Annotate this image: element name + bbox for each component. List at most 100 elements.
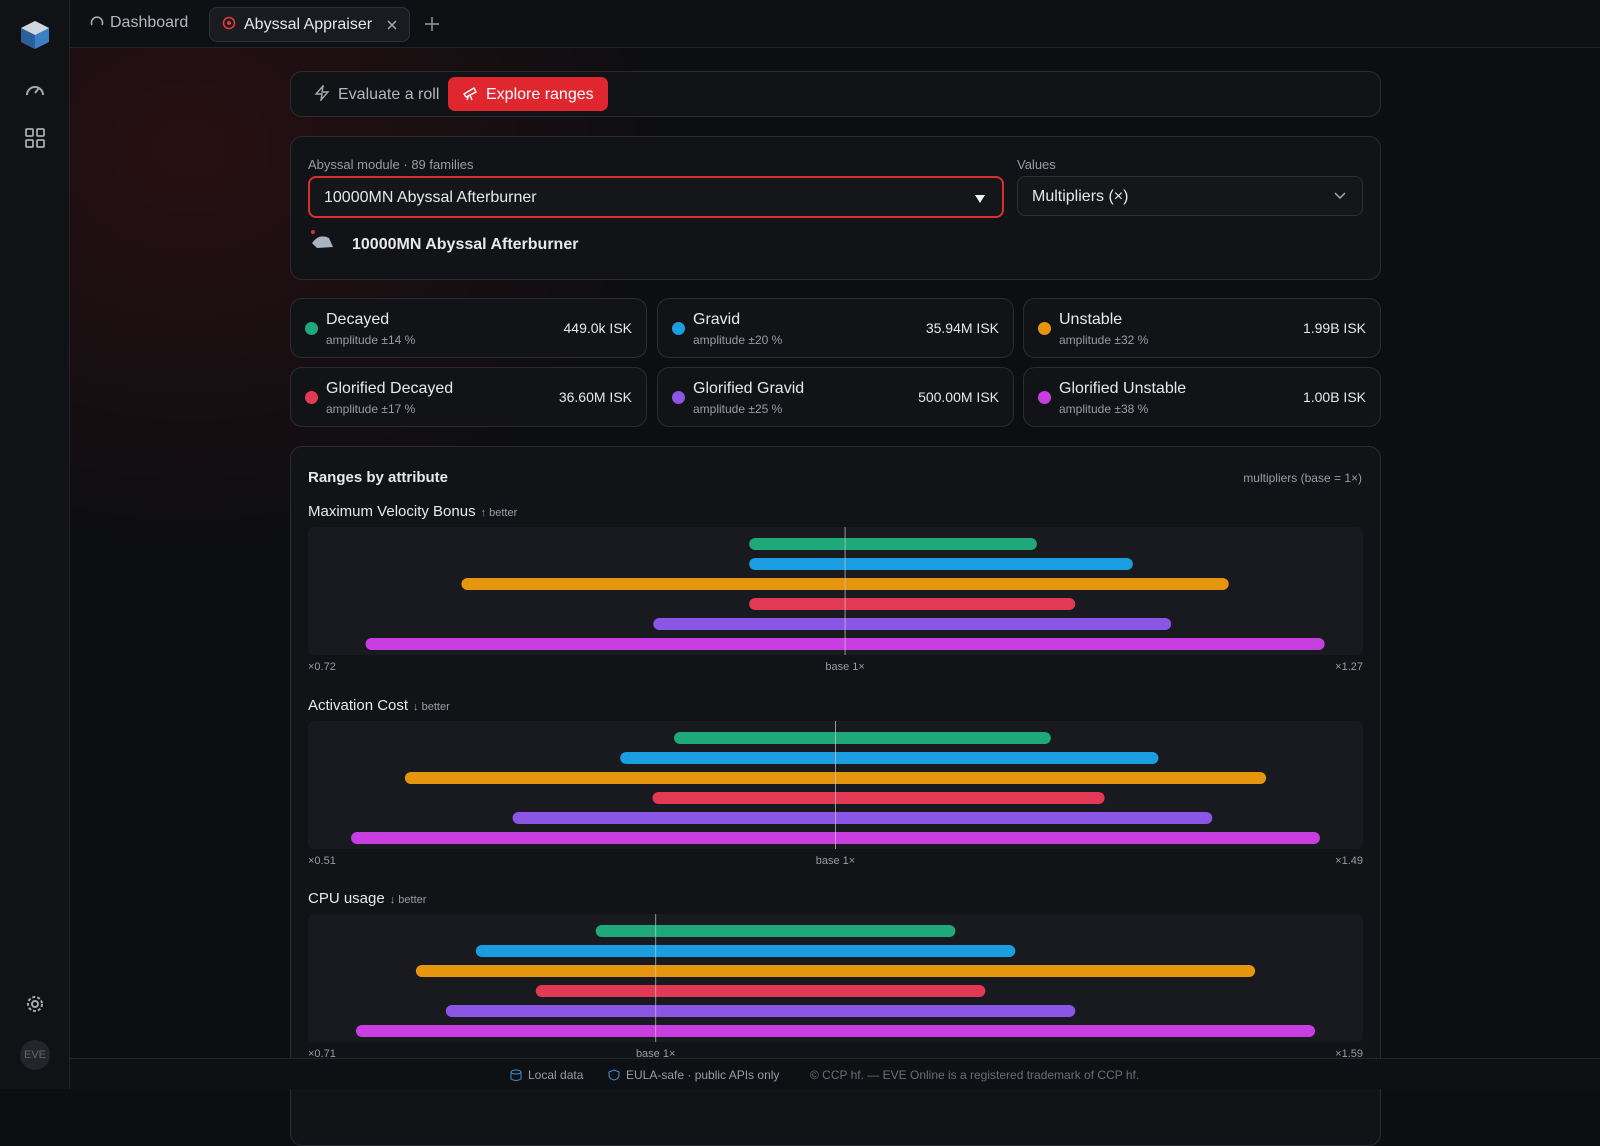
range-bar: [620, 752, 1159, 764]
mutaplasmid-name: Glorified Decayed: [326, 380, 454, 397]
range-bar: [749, 598, 1076, 610]
mode-bar: Evaluate a roll Explore ranges: [290, 71, 1381, 117]
amplitude: amplitude ±25 %: [693, 402, 783, 416]
attribute-name: CPU usage: [308, 890, 385, 907]
price: 36.60M ISK: [558, 389, 632, 405]
price: 1.99B ISK: [1302, 320, 1366, 336]
add-tab[interactable]: [425, 17, 439, 31]
direction: ↓ better: [413, 701, 450, 713]
tab[interactable]: Dashboard: [90, 14, 188, 32]
bolt-icon: [314, 83, 330, 103]
range-bar: [475, 945, 1016, 957]
mutaplasmid-name: Glorified Gravid: [693, 380, 805, 397]
range-bar: [595, 925, 956, 937]
color-dot: [1038, 322, 1051, 335]
direction: ↑ better: [481, 507, 518, 519]
range-bar: [535, 985, 986, 997]
range-bar: [445, 1005, 1076, 1017]
section-note: multipliers (base = 1×): [1243, 471, 1362, 485]
color-dot: [672, 322, 685, 335]
range-bar: [355, 1025, 1316, 1037]
tick-label: ×1.59: [1335, 1048, 1363, 1060]
tab-bar: Dashboard Abyssal Appraiser: [70, 0, 1600, 48]
tick-label: base 1×: [825, 661, 864, 673]
attribute-name: Maximum Velocity Bonus: [308, 503, 476, 520]
dashboard-icon[interactable]: [24, 79, 46, 101]
range-bar: [415, 965, 1256, 977]
direction: ↓ better: [390, 894, 427, 906]
mutaplasmid-card: Glorified Gravid amplitude ±25 % 500.00M I…: [657, 367, 1014, 427]
module-name: 10000MN Abyssal Afterburner: [352, 236, 579, 253]
attribute-title: CPU usage ↓ better: [308, 890, 427, 907]
range-bar: [749, 558, 1133, 570]
apps-icon[interactable]: [24, 127, 46, 149]
range-bar: [653, 618, 1172, 630]
settings-icon[interactable]: [24, 993, 46, 1015]
footer-text: EULA-safe · public APIs only: [626, 1068, 780, 1082]
attribute-title: Activation Cost ↓ better: [308, 697, 450, 714]
amplitude: amplitude ±17 %: [326, 402, 416, 416]
mutaplasmid-card: Decayed amplitude ±14 % 449.0k ISK: [290, 298, 647, 358]
footer-text: Local data: [528, 1068, 584, 1082]
mode-label: Explore ranges: [486, 86, 594, 103]
mutaplasmid-name: Decayed: [326, 311, 390, 328]
dropdown-arrow: [975, 195, 985, 203]
tab-icon: [90, 16, 104, 26]
field-label: Abyssal module · 89 families: [308, 157, 474, 172]
mode-button-active[interactable]: Explore ranges: [448, 77, 608, 111]
amplitude: amplitude ±32 %: [1059, 333, 1149, 347]
mutaplasmid-name: Gravid: [693, 311, 741, 328]
color-dot: [305, 391, 318, 404]
tick-label: base 1×: [636, 1048, 675, 1060]
price: 449.0k ISK: [563, 320, 633, 336]
avatar[interactable]: EVE: [20, 1040, 50, 1070]
tick-label: ×0.51: [308, 855, 336, 867]
color-dot: [1038, 391, 1051, 404]
field-label: Values: [1017, 157, 1056, 172]
amplitude: amplitude ±38 %: [1059, 402, 1149, 416]
close-icon[interactable]: [387, 20, 397, 30]
price: 35.94M ISK: [925, 320, 999, 336]
color-dot: [305, 322, 318, 335]
amplitude: amplitude ±20 %: [693, 333, 783, 347]
price: 500.00M ISK: [918, 389, 999, 405]
sidebar: EVE: [0, 0, 70, 1089]
section-title: Ranges by attribute: [308, 469, 449, 486]
color-dot: [672, 391, 685, 404]
attribute-title: Maximum Velocity Bonus ↑ better: [308, 503, 518, 520]
module-icon: [311, 230, 333, 248]
mutaplasmid-name: Glorified Unstable: [1059, 380, 1187, 397]
logo: [21, 21, 49, 49]
footer-text: © CCP hf. — EVE Online is a registered t…: [810, 1068, 1140, 1082]
tick-label: ×1.27: [1335, 661, 1363, 673]
price: 1.00B ISK: [1302, 389, 1366, 405]
mode-button[interactable]: Evaluate a roll: [308, 78, 445, 112]
tab-icon: [222, 16, 236, 30]
mutaplasmid-name: Unstable: [1059, 311, 1123, 328]
range-bar: [674, 732, 1051, 744]
telescope-icon: [463, 87, 477, 101]
range-bar: [749, 538, 1037, 550]
tab-active[interactable]: Abyssal Appraiser: [209, 7, 410, 42]
mutaplasmid-card: Glorified Unstable amplitude ±38 % 1.00B I…: [1023, 367, 1381, 427]
mode-label: Evaluate a roll: [338, 86, 440, 103]
mutaplasmid-card: Glorified Decayed amplitude ±17 % 36.60M I…: [290, 367, 647, 427]
tab-label: Dashboard: [110, 14, 189, 31]
range-bar: [652, 792, 1105, 804]
range-bar: [512, 812, 1213, 824]
range-charts: Maximum Velocity Bonus ↑ better ×0.72 base …: [308, 503, 1363, 1060]
values-select[interactable]: Multipliers (×): [1017, 176, 1363, 216]
tick-label: base 1×: [816, 855, 855, 867]
tick-label: ×0.72: [308, 661, 336, 673]
attribute-name: Activation Cost: [308, 697, 409, 714]
select-value: Multipliers (×): [1032, 188, 1129, 205]
tick-label: ×0.71: [308, 1048, 336, 1060]
module-card: Abyssal module · 89 families 10000MN Aby…: [290, 136, 1381, 280]
tick-label: ×1.49: [1335, 855, 1363, 867]
module-select[interactable]: 10000MN Abyssal Afterburner: [308, 176, 1004, 218]
mutaplasmid-card: Gravid amplitude ±20 % 35.94M ISK: [657, 298, 1014, 358]
db-icon: [510, 1069, 522, 1081]
select-value: 10000MN Abyssal Afterburner: [324, 189, 537, 206]
mutaplasmid-card: Unstable amplitude ±32 % 1.99B ISK: [1023, 298, 1381, 358]
